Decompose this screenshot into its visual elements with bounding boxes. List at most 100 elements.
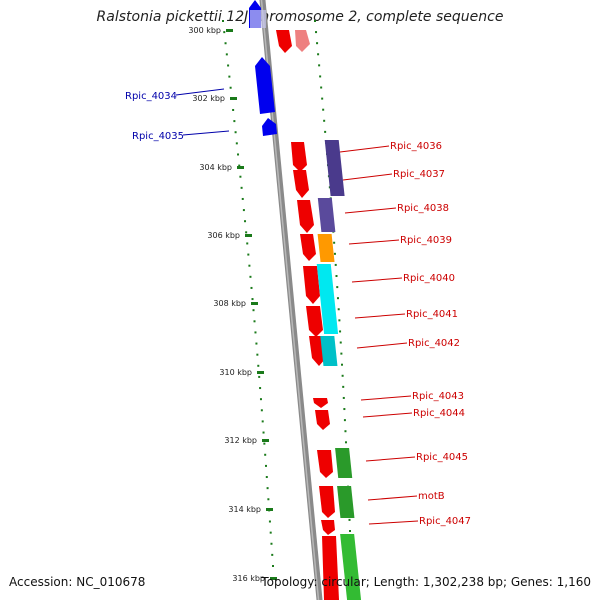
gene-label[interactable]: Rpic_4037: [393, 169, 445, 180]
leader-line: [175, 88, 225, 96]
scale-tick-mark: [226, 29, 233, 32]
cog-bar-4040: [316, 264, 339, 334]
gene-label[interactable]: Rpic_4042: [408, 338, 460, 349]
leader-line: [351, 277, 403, 283]
gene-label[interactable]: Rpic_4039: [400, 235, 452, 246]
leader-line: [356, 342, 408, 349]
cog-bar-4039: [317, 234, 335, 262]
inner-dot: [338, 319, 341, 322]
outer-dot: [269, 531, 272, 534]
cog-bar-4038: [317, 198, 336, 232]
gene-label[interactable]: Rpic_4038: [397, 203, 449, 214]
outer-dot: [241, 197, 244, 200]
leader-line: [348, 239, 400, 245]
outer-dot: [259, 398, 262, 401]
gene-label[interactable]: Rpic_4045: [416, 452, 468, 463]
outer-dot: [249, 275, 252, 278]
gene-red-4039[interactable]: [300, 234, 316, 261]
inner-dot: [340, 352, 343, 355]
scale-tick-mark: [257, 371, 264, 374]
outer-dot: [271, 553, 274, 556]
outer-dot: [250, 286, 253, 289]
scale-tick-mark: [237, 166, 244, 169]
gene-label[interactable]: motB: [418, 491, 445, 502]
cog-bar-motb: [337, 486, 355, 518]
gene-red-top-1[interactable]: [276, 30, 292, 53]
outer-dot: [223, 31, 226, 34]
gene-rpic-4033-shadow: [250, 10, 266, 28]
outer-dot: [244, 220, 247, 223]
inner-dot: [322, 108, 325, 111]
leader-line: [339, 145, 390, 153]
outer-dot: [264, 464, 267, 467]
outer-dot: [233, 120, 236, 123]
gene-label[interactable]: Rpic_4047: [419, 516, 471, 527]
gene-red-4047[interactable]: [321, 520, 335, 535]
outer-dot: [240, 186, 243, 189]
leader-line: [342, 173, 393, 181]
gene-red-motb[interactable]: [319, 486, 335, 518]
gene-label[interactable]: Rpic_4035: [132, 131, 184, 142]
gene-label[interactable]: Rpic_4041: [406, 309, 458, 320]
genome-summary-text: Topology: circular; Length: 1,302,238 bp…: [261, 575, 591, 589]
leader-line: [368, 520, 419, 525]
outer-dot: [253, 320, 256, 323]
scale-tick-label: 316 kbp: [232, 574, 265, 583]
outer-dot: [225, 53, 228, 56]
gene-red-4037[interactable]: [293, 170, 309, 198]
inner-dot: [336, 297, 339, 300]
forward-strand-genes: [276, 30, 339, 600]
inner-dot: [315, 31, 318, 34]
outer-dot: [234, 131, 237, 134]
inner-dot: [349, 530, 351, 532]
outer-dot: [242, 209, 245, 212]
gene-label[interactable]: Rpic_4036: [390, 141, 442, 152]
cog-bar-4036: [324, 140, 345, 196]
outer-dot: [259, 387, 262, 390]
inner-dot: [342, 396, 345, 399]
gene-red-4041[interactable]: [306, 306, 323, 337]
gene-label[interactable]: Rpic_4040: [403, 273, 455, 284]
gene-red-4044[interactable]: [315, 410, 330, 430]
leader-line: [354, 313, 406, 319]
gene-red-top-2[interactable]: [295, 30, 310, 52]
inner-dot: [314, 20, 316, 22]
gene-red-4043[interactable]: [313, 398, 328, 408]
inner-dot: [333, 252, 336, 255]
gene-red-4048[interactable]: [322, 536, 339, 600]
inner-dot: [342, 385, 345, 388]
scale-tick-label: 308 kbp: [213, 299, 246, 308]
inner-dot: [336, 286, 339, 289]
cog-bar-4045: [335, 448, 353, 478]
outer-dot: [272, 565, 274, 567]
outer-dot: [235, 142, 238, 145]
outer-dot: [261, 420, 264, 423]
gene-rpic-4035-arrow[interactable]: [262, 118, 277, 136]
gene-red-4040[interactable]: [303, 266, 320, 304]
leader-line: [362, 412, 413, 418]
gene-label[interactable]: Rpic_4043: [412, 391, 464, 402]
gene-label[interactable]: Rpic_4034: [125, 91, 177, 102]
inner-dot: [344, 430, 347, 433]
scale-tick-label: 314 kbp: [228, 505, 261, 514]
inner-dot: [319, 75, 322, 78]
scale-tick-label: 306 kbp: [207, 231, 240, 240]
outer-dot: [245, 231, 248, 234]
gene-rpic-4034-arrow[interactable]: [255, 57, 275, 114]
inner-dot: [321, 97, 324, 100]
cog-category-bars: [316, 140, 362, 600]
gene-label[interactable]: Rpic_4044: [413, 408, 465, 419]
scale-tick-mark: [251, 302, 258, 305]
outer-dot: [255, 342, 258, 345]
inner-dot: [335, 275, 338, 277]
outer-dot: [238, 164, 241, 167]
outer-dot: [246, 242, 249, 245]
inner-dot: [339, 341, 342, 344]
outer-dot: [254, 331, 257, 334]
inner-dot: [341, 363, 344, 366]
scale-tick-mark: [262, 439, 269, 442]
gene-red-4038[interactable]: [297, 200, 314, 233]
gene-red-4036[interactable]: [291, 142, 307, 172]
gene-red-4045[interactable]: [317, 450, 333, 478]
